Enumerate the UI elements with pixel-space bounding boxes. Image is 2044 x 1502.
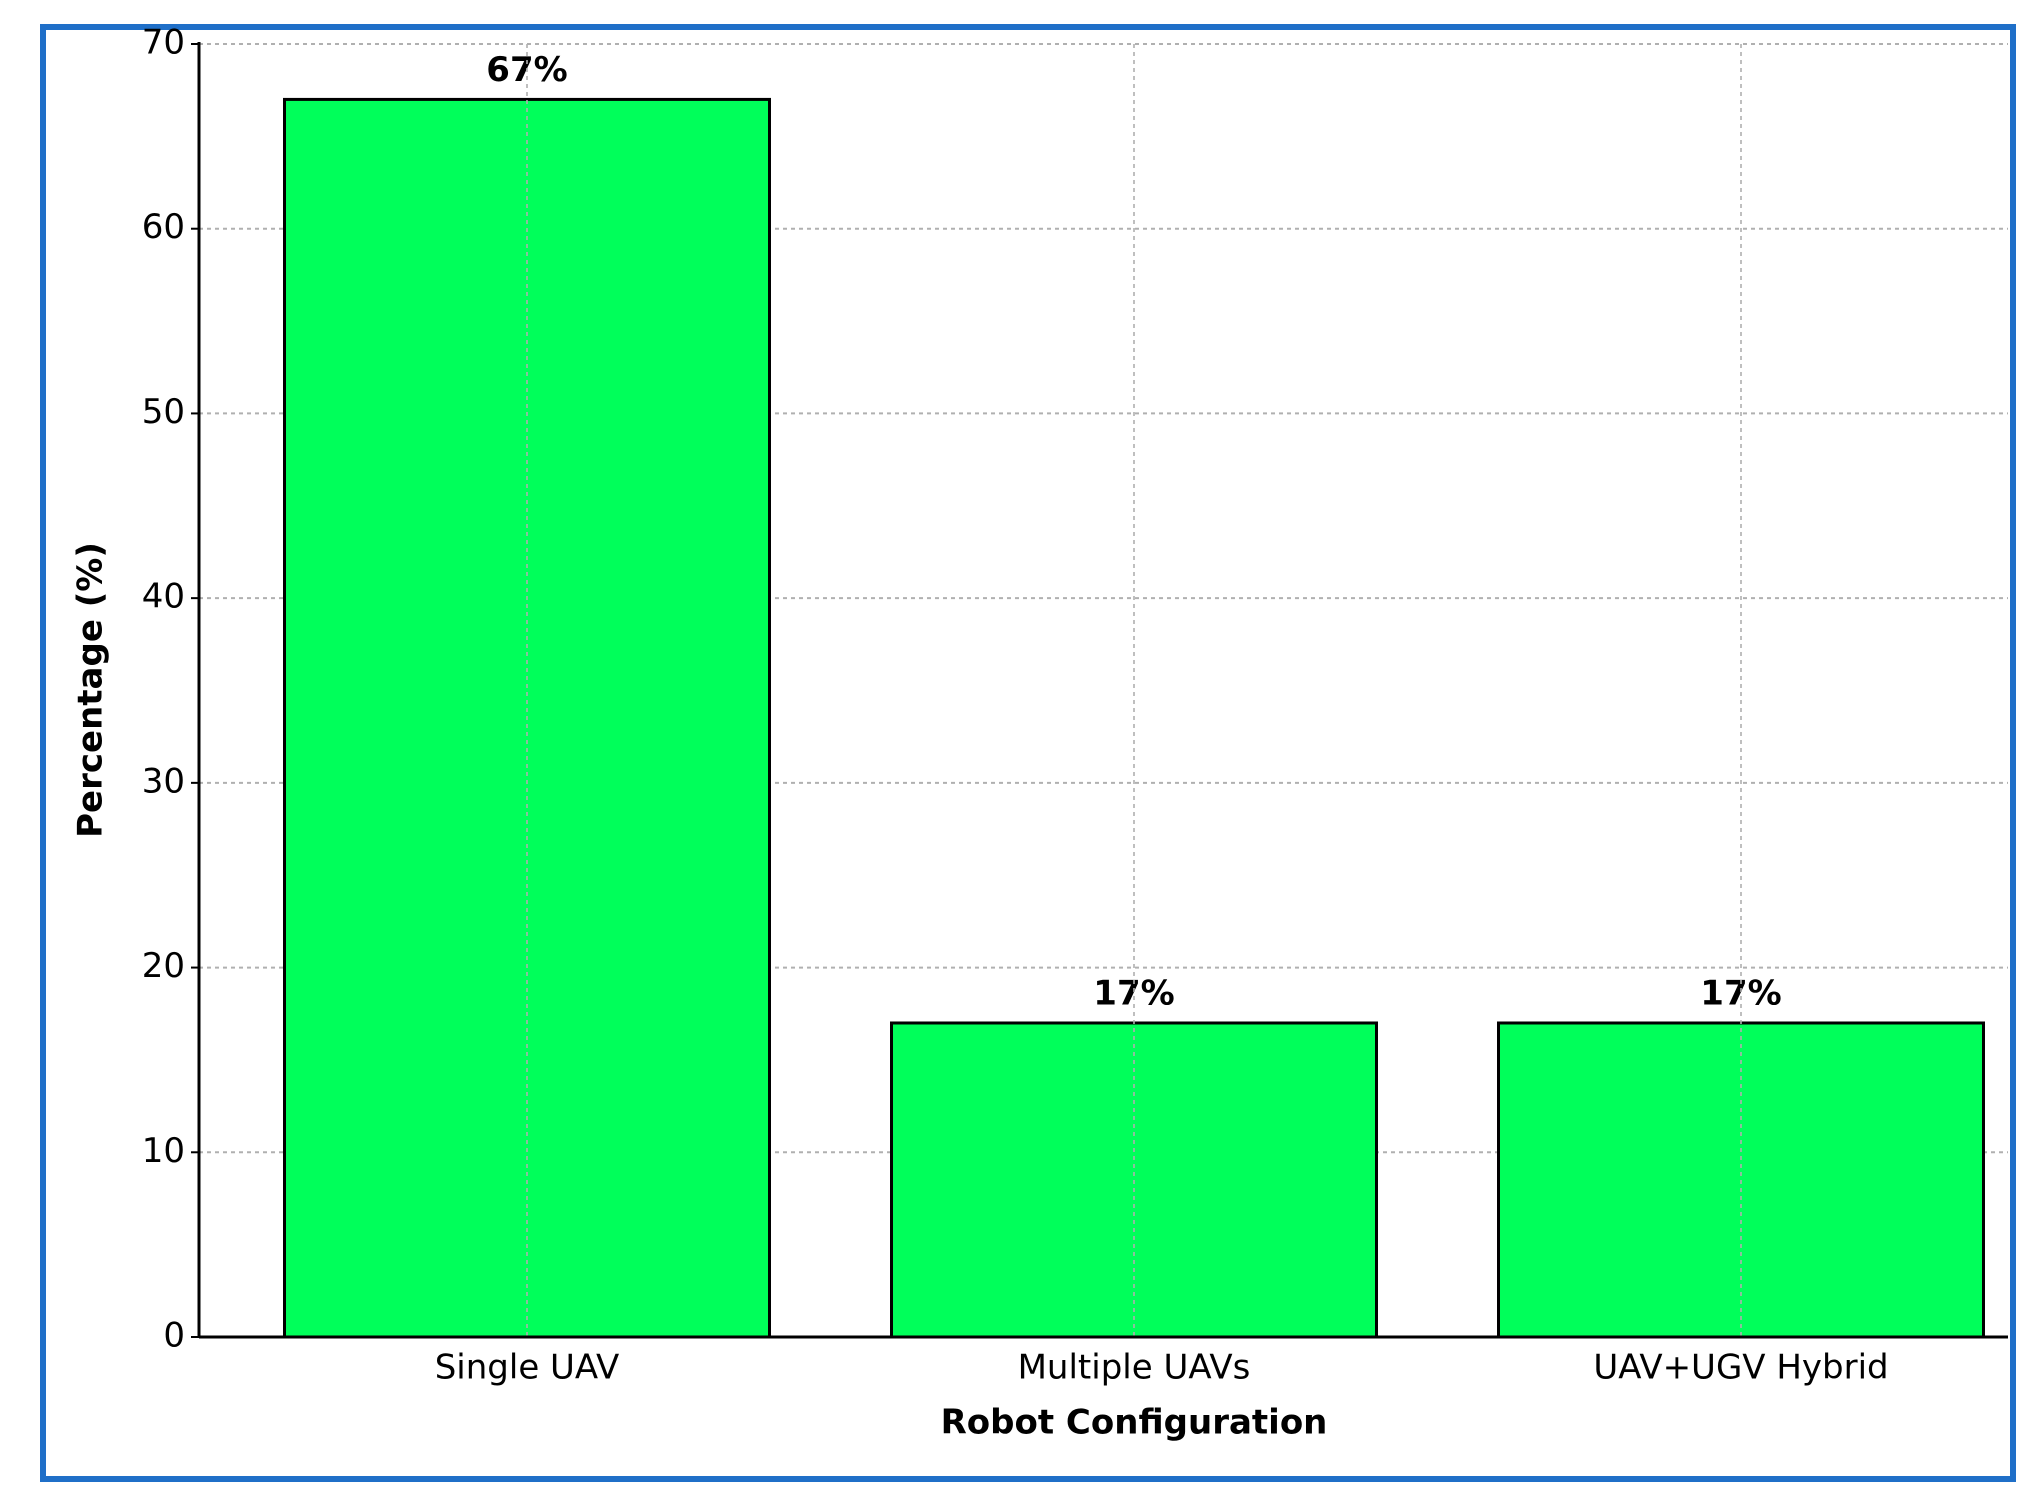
y-tick-label: 10 bbox=[142, 1131, 185, 1171]
x-tick-label: Multiple UAVs bbox=[1018, 1348, 1251, 1388]
y-tick-label: 40 bbox=[142, 577, 185, 617]
y-tick-label: 50 bbox=[142, 392, 185, 432]
x-tick-label: UAV+UGV Hybrid bbox=[1593, 1348, 1888, 1388]
y-tick-label: 20 bbox=[142, 946, 185, 986]
y-axis-label: Percentage (%) bbox=[71, 542, 111, 838]
y-tick-label: 0 bbox=[163, 1316, 185, 1356]
y-tick-label: 30 bbox=[142, 761, 185, 801]
x-tick-label: Single UAV bbox=[435, 1348, 620, 1388]
x-axis-label: Robot Configuration bbox=[941, 1403, 1328, 1443]
y-tick-label: 60 bbox=[142, 207, 185, 247]
y-tick-label: 70 bbox=[142, 23, 185, 63]
